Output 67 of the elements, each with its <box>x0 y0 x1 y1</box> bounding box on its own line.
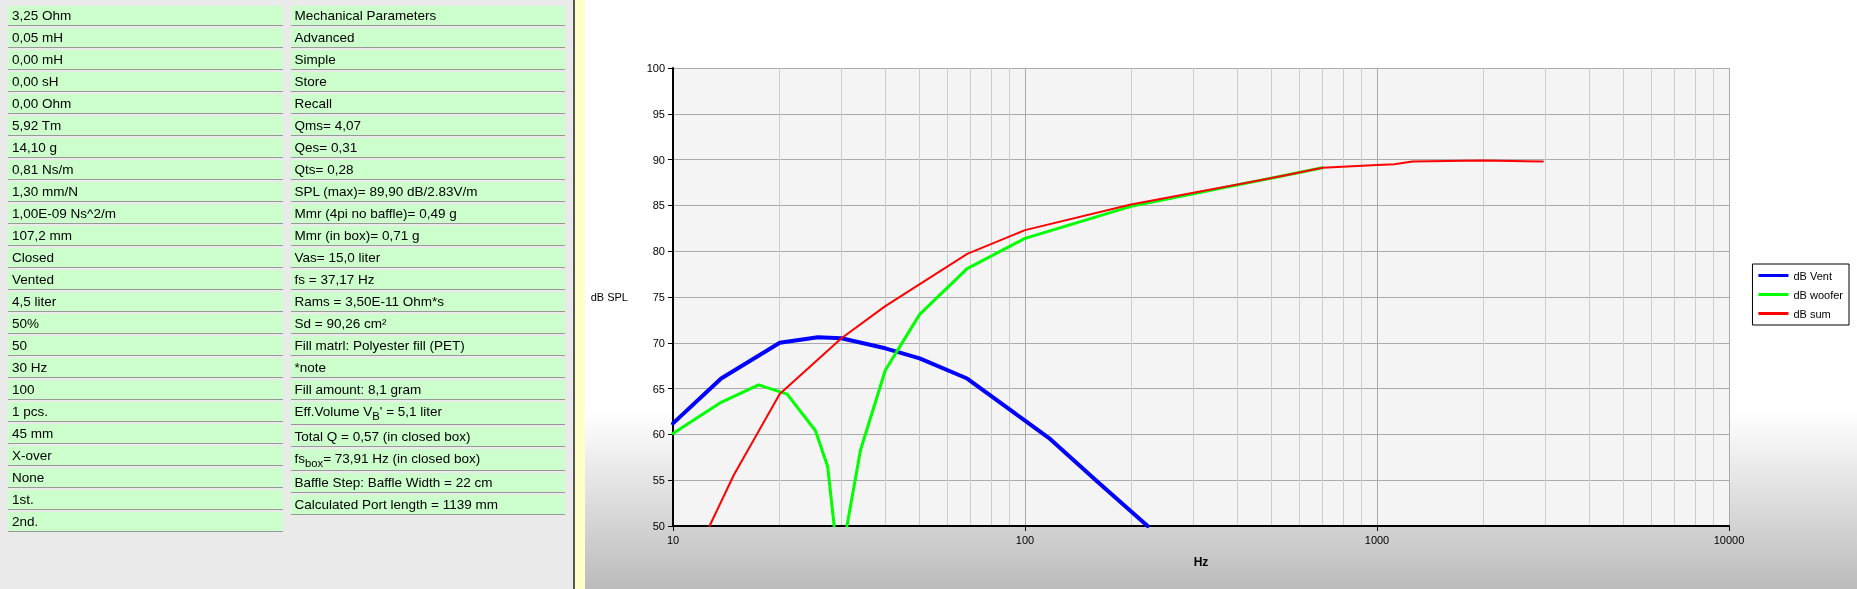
text: 50 <box>8 336 283 356</box>
text: Simple <box>290 50 565 70</box>
y-tick-label: 90 <box>652 153 665 166</box>
text: 100 <box>8 380 283 400</box>
legend-label: dB sum <box>1793 307 1831 320</box>
text: 1,00E-09 Ns^2/m <box>8 204 283 224</box>
text: Eff.Volume V$_{B}$' = 5,1 liter <box>290 402 565 425</box>
text: Store <box>290 72 565 92</box>
y-tick-label: 55 <box>652 474 665 487</box>
text: Total Q = 0,57 (in closed box) <box>290 426 565 447</box>
text: 107,2 mm <box>8 226 283 246</box>
y-tick-label: 75 <box>652 291 665 303</box>
y-tick-label: 65 <box>652 382 665 395</box>
text: 0,81 Ns/m <box>8 160 283 180</box>
y-tick-label: 70 <box>652 336 665 349</box>
text: Sd = 90,26 cm² <box>290 314 565 334</box>
text: 30 Hz <box>8 358 283 378</box>
text: 0,00 mH <box>8 50 283 70</box>
text: fs = 37,17 Hz <box>290 270 565 290</box>
y-axis-title: dB SPL <box>590 291 628 303</box>
x-tick-label: 10000 <box>1713 533 1745 546</box>
text: 1 pcs. <box>8 402 283 422</box>
text: 50% <box>8 314 283 334</box>
text: SPL (max)= 89,90 dB/2.83V/m <box>290 182 565 202</box>
y-tick-label: 85 <box>652 199 665 212</box>
x-axis-title: Hz <box>1193 555 1209 569</box>
text: Rams = 3,50E-11 Ohm*s <box>290 292 565 312</box>
text: Mmr (in box)= 0,71 g <box>290 226 565 246</box>
text: 5,92 Tm <box>8 116 283 136</box>
y-tick-label: 80 <box>652 245 665 258</box>
legend-label: dB woofer <box>1793 288 1844 301</box>
text: Fill amount: 8,1 gram <box>290 380 565 400</box>
text: Qts= 0,28 <box>290 160 565 180</box>
text: None <box>8 468 283 488</box>
text: 0,00 sH <box>8 72 283 92</box>
text: Advanced <box>290 28 565 48</box>
y-tick-label: 95 <box>652 107 665 120</box>
text: Baffle Step: Baffle Width = 22 cm <box>290 473 565 494</box>
text: 1st. <box>8 490 283 510</box>
text: Vas= 15,0 liter <box>290 248 565 268</box>
text: Vented <box>8 270 283 290</box>
text: 45 mm <box>8 424 283 444</box>
text: *note <box>290 358 565 378</box>
x-tick-label: 100 <box>1015 533 1035 546</box>
text: 3,25 Ohm <box>8 6 283 26</box>
x-tick-label: 1000 <box>1364 533 1390 546</box>
y-tick-label: 100 <box>646 62 665 74</box>
text: Recall <box>290 94 565 114</box>
text: X-over <box>8 446 283 466</box>
text: Qms= 4,07 <box>290 116 565 136</box>
text: 14,10 g <box>8 138 283 158</box>
text: 2nd. <box>8 512 283 532</box>
y-tick-label: 50 <box>652 520 665 532</box>
text: fs$_{box}$= 73,91 Hz (in closed box) <box>290 448 565 472</box>
text: 0,05 mH <box>8 28 283 48</box>
text: Closed <box>8 248 283 268</box>
text: Mmr (4pi no baffle)= 0,49 g <box>290 204 565 224</box>
text: Fill matrl: Polyester fill (PET) <box>290 336 565 356</box>
text: Calculated Port length = 1139 mm <box>290 495 565 516</box>
text: 0,00 Ohm <box>8 94 283 114</box>
legend-label: dB Vent <box>1793 269 1833 282</box>
text: Mechanical Parameters <box>290 6 565 26</box>
text: 1,30 mm/N <box>8 182 283 202</box>
y-tick-label: 60 <box>652 428 665 441</box>
text: 4,5 liter <box>8 292 283 312</box>
text: Qes= 0,31 <box>290 138 565 158</box>
x-tick-label: 10 <box>666 533 680 546</box>
